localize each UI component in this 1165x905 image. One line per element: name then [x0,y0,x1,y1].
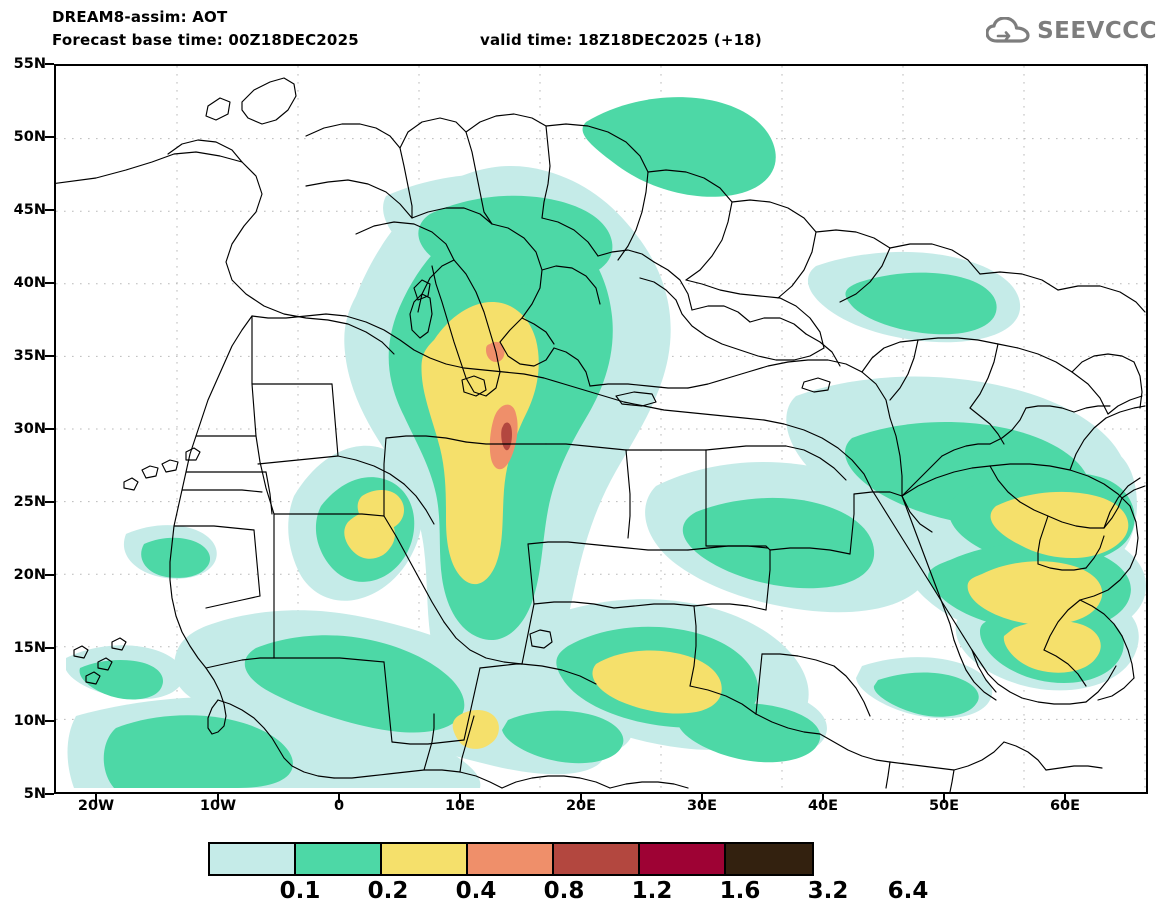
y-tick-label-50N: 50N [13,129,46,145]
logo-text: SEEVCCC [1037,18,1157,44]
y-tick-label-35N: 35N [13,348,46,364]
cloud-icon [986,17,1030,43]
colorbar-label-6.4: 6.4 [887,878,929,904]
colorbar-segment-0.8 [468,844,554,874]
colorbar-label-3.2: 3.2 [807,878,849,904]
x-tick-mark [943,794,945,803]
y-tick-mark [45,428,54,430]
y-tick-label-30N: 30N [13,421,46,437]
colorbar-segment-0.1 [210,844,296,874]
colorbar-label-0.1: 0.1 [279,878,321,904]
x-tick-mark [580,794,582,803]
colorbar-label-0.8: 0.8 [543,878,585,904]
x-tick-mark [95,794,97,803]
colorbar-segment-1.6 [640,844,726,874]
y-tick-label-20N: 20N [13,567,46,583]
y-tick-mark [45,574,54,576]
x-tick-mark [1064,794,1066,803]
y-tick-label-5N: 5N [23,786,46,802]
x-tick-mark [701,794,703,803]
valid-time-label: valid time: 18Z18DEC2025 (+18) [480,31,762,49]
colorbar-segment-0.4 [382,844,468,874]
y-tick-mark [45,793,54,795]
chart-header: DREAM8-assim: AOT Forecast base time: 00… [0,0,1165,58]
aot-band-1.2 [501,422,512,451]
x-tick-label-10E: 10E [444,798,476,814]
y-tick-mark [45,720,54,722]
forecast-base-time-label: Forecast base time: 00Z18DEC2025 [52,31,359,49]
map-plot-area[interactable] [54,64,1148,794]
x-tick-label-40E: 40E [807,798,839,814]
x-tick-label-20W: 20W [77,798,115,814]
colorbar-segment-0.2 [296,844,382,874]
y-tick-label-10N: 10N [13,713,46,729]
y-tick-mark [45,209,54,211]
colorbar-label-1.6: 1.6 [719,878,761,904]
x-tick-label-50E: 50E [928,798,960,814]
y-tick-mark [45,647,54,649]
x-tick-label-10W: 10W [199,798,237,814]
colorbar: 0.1 0.2 0.4 0.8 1.2 1.6 3.2 6.4 [0,836,1165,905]
page-title: DREAM8-assim: AOT [52,8,228,26]
x-tick-label-30E: 30E [686,798,718,814]
y-tick-label-55N: 55N [13,56,46,72]
colorbar-label-1.2: 1.2 [631,878,673,904]
x-tick-mark [822,794,824,803]
y-tick-mark [45,501,54,503]
colorbar-bands [208,842,814,876]
x-tick-mark [459,794,461,803]
coastlines-and-borders [56,77,1146,792]
colorbar-label-0.2: 0.2 [367,878,409,904]
x-tick-label-20E: 20E [565,798,597,814]
y-tick-label-25N: 25N [13,494,46,510]
x-tick-label-0: 0 [333,798,345,814]
y-tick-mark [45,136,54,138]
colorbar-segment-1.2 [554,844,640,874]
seevccc-logo: SEEVCCC [986,14,1157,48]
x-tick-mark [338,794,340,803]
y-tick-mark [45,355,54,357]
y-tick-mark [45,282,54,284]
y-tick-label-40N: 40N [13,275,46,291]
aot-contour-map [56,66,1146,792]
colorbar-segment-3.2 [726,844,812,874]
colorbar-label-0.4: 0.4 [455,878,497,904]
y-tick-label-45N: 45N [13,202,46,218]
x-tick-label-60E: 60E [1049,798,1081,814]
y-tick-mark [45,63,54,65]
x-tick-mark [217,794,219,803]
y-tick-label-15N: 15N [13,640,46,656]
